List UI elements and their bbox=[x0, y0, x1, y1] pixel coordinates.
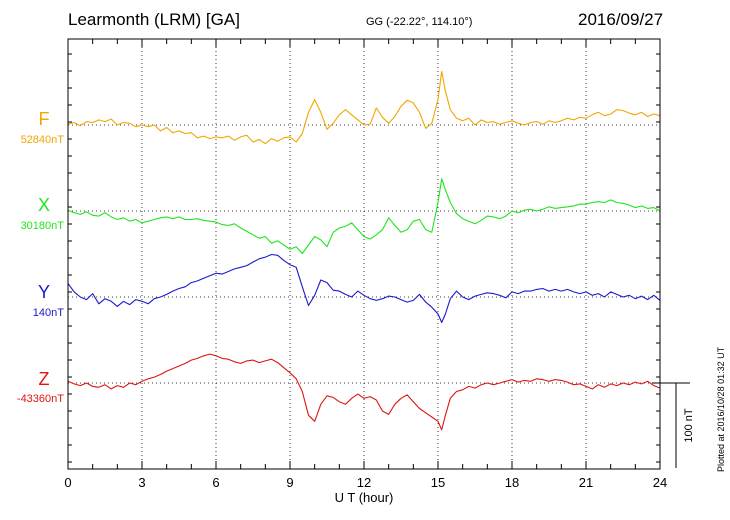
series-name-f: F bbox=[39, 109, 50, 129]
series-baseline-z: -43360nT bbox=[17, 393, 64, 405]
series-name-z: Z bbox=[39, 369, 50, 389]
series-line-f bbox=[67, 70, 661, 145]
x-tick-label: 6 bbox=[212, 475, 219, 490]
x-tick-label: 21 bbox=[579, 475, 593, 490]
axis-ticks: 0 3 6 9 12 15 18 21 24 bbox=[64, 39, 667, 490]
series-name-x: X bbox=[38, 195, 50, 215]
series-line-x bbox=[67, 178, 661, 255]
date-label: 2016/09/27 bbox=[578, 10, 664, 29]
x-tick-label: 9 bbox=[286, 475, 293, 490]
series-line-y bbox=[67, 253, 661, 324]
x-tick-label: 18 bbox=[505, 475, 519, 490]
x-tick-label: 24 bbox=[653, 475, 667, 490]
series-labels: F 52840nT X 30180nT Y 140nT Z -43360nT bbox=[17, 109, 64, 405]
series-baseline-f: 52840nT bbox=[21, 134, 65, 146]
x-axis-label: U T (hour) bbox=[335, 490, 394, 505]
x-tick-label: 12 bbox=[357, 475, 371, 490]
station-title: Learmonth (LRM) [GA] bbox=[68, 10, 240, 29]
series-baseline-y: 140nT bbox=[33, 307, 64, 319]
x-tick-label: 3 bbox=[138, 475, 145, 490]
scale-bar: 100 nT bbox=[652, 382, 695, 468]
x-tick-label: 0 bbox=[64, 475, 71, 490]
grid bbox=[68, 39, 660, 469]
series-baseline-x: 30180nT bbox=[21, 220, 65, 232]
coordinates-label: GG (-22.22°, 114.10°) bbox=[366, 16, 473, 28]
series-line-z bbox=[67, 353, 661, 431]
series-name-y: Y bbox=[38, 282, 50, 302]
x-tick-label: 15 bbox=[431, 475, 445, 490]
series-group bbox=[67, 70, 661, 431]
scale-bar-label: 100 nT bbox=[683, 408, 695, 443]
